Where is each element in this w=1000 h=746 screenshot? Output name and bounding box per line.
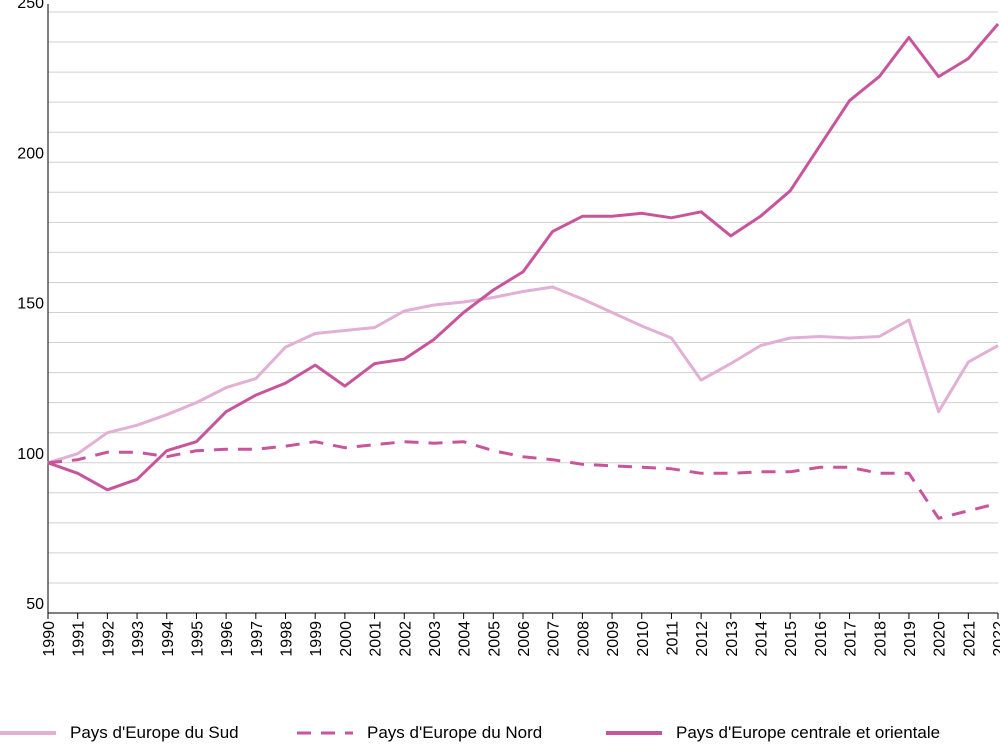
x-tick-label: 2016: [813, 621, 830, 657]
x-tick-label: 2011: [664, 621, 681, 656]
x-tick-label: 2021: [961, 621, 978, 657]
x-tick-label: 1997: [249, 621, 266, 657]
series-line-north: [47, 440, 999, 520]
legend-item-north: Pays d'Europe du Nord: [297, 720, 542, 746]
x-tick-label: 1992: [100, 621, 117, 657]
legend-label-south: Pays d'Europe du Sud: [70, 723, 239, 742]
x-tick-label: 1991: [71, 621, 88, 657]
legend-swatch-central-eastern: [606, 731, 662, 735]
x-tick-label: 2008: [575, 621, 592, 657]
series-lines: [47, 23, 1000, 520]
x-tick-label: 1996: [219, 621, 236, 657]
x-tick-label: 1995: [189, 621, 206, 657]
y-tick-label: 150: [17, 296, 44, 313]
x-tick-label: 2007: [546, 621, 563, 657]
legend-label-north: Pays d'Europe du Nord: [367, 723, 543, 742]
x-tick-label: 2019: [902, 621, 919, 657]
legend-label-central-eastern: Pays d'Europe centrale et orientale: [676, 723, 941, 742]
series-line-central-eastern: [47, 23, 1000, 492]
axes: [47, 4, 999, 619]
x-tick-label: 2020: [932, 621, 949, 657]
series-line-south: [47, 285, 999, 465]
y-tick-label: 200: [17, 145, 44, 162]
legend-swatch-south: [0, 731, 56, 735]
x-tick-label: 2003: [427, 621, 444, 657]
x-axis-tick-labels: 1990 1991 1992 1993 1994 1995 1996 1997 1998 1999…: [41, 621, 1000, 657]
x-tick-label: 2004: [457, 621, 474, 657]
x-tick-label: 1993: [130, 621, 147, 657]
y-tick-label: 50: [26, 596, 44, 613]
x-tick-label: 2009: [605, 621, 622, 657]
x-tick-label: 2022: [991, 621, 1000, 657]
x-tick-label: 2017: [843, 621, 860, 657]
x-tick-label: 1990: [41, 621, 58, 657]
x-tick-label: 2018: [872, 621, 889, 657]
x-tick-label: 2015: [783, 621, 800, 657]
x-tick-label: 2005: [486, 621, 503, 657]
legend-item-central-eastern: Pays d'Europe centrale et orientale: [606, 720, 940, 746]
x-tick-label: 2014: [754, 621, 771, 657]
x-tick-label: 1999: [308, 621, 325, 657]
x-tick-label: 1998: [279, 621, 296, 657]
legend: Pays d'Europe du Sud Pays d'Europe du No…: [0, 720, 1000, 746]
x-tick-label: 1994: [160, 621, 177, 657]
x-tick-label: 2000: [338, 621, 355, 657]
x-tick-label: 2013: [724, 621, 741, 657]
x-tick-label: 2002: [397, 621, 414, 657]
x-tick-label: 2010: [635, 621, 652, 657]
legend-swatch-north: [297, 731, 353, 735]
y-axis-tick-labels: 50 100 150 200 250: [17, 0, 44, 613]
y-tick-label: 250: [17, 0, 44, 12]
y-tick-label: 100: [17, 446, 44, 463]
legend-item-south: Pays d'Europe du Sud: [0, 720, 239, 746]
x-tick-label: 2001: [368, 621, 385, 657]
x-tick-label: 2012: [694, 621, 711, 657]
x-tick-label: 2006: [516, 621, 533, 657]
